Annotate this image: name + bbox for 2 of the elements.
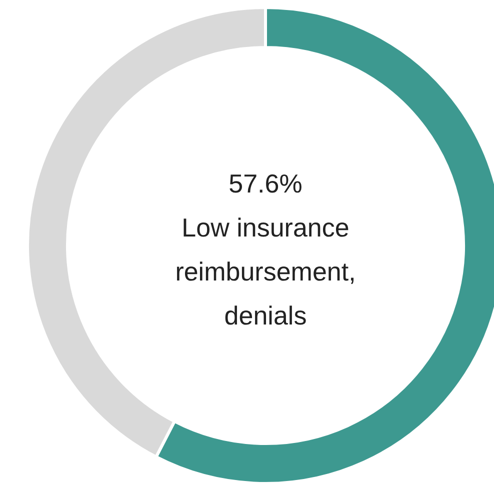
slice-label: Low insurance reimbursement, denials: [175, 212, 356, 330]
data-label: 57.6%: [228, 168, 302, 198]
